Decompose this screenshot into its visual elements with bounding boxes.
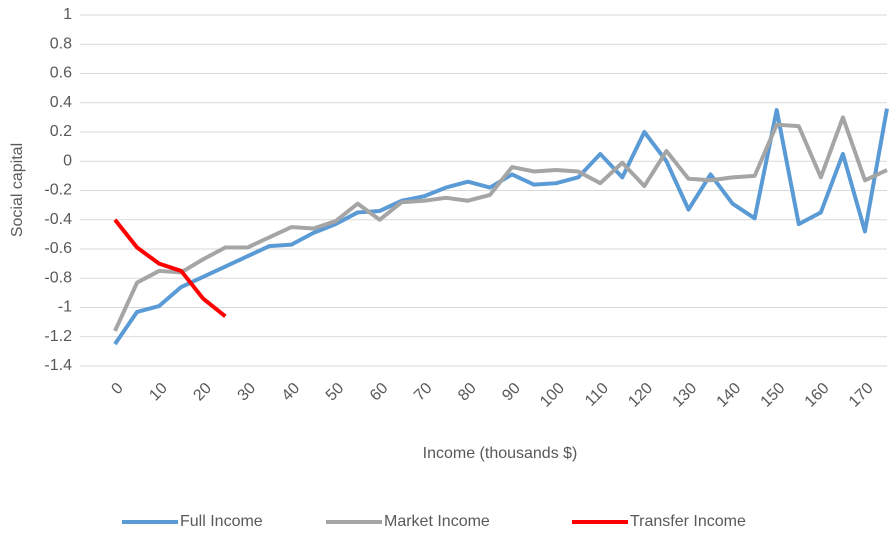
x-tick-label: 150 xyxy=(758,380,789,411)
series-line xyxy=(113,115,888,332)
y-tick-label: -1 xyxy=(58,299,72,316)
x-tick-label: 130 xyxy=(669,380,700,411)
series-line xyxy=(113,218,227,318)
x-tick-label: 30 xyxy=(235,380,260,405)
x-tick-label: 170 xyxy=(846,380,877,411)
x-tick-label: 110 xyxy=(582,380,612,410)
x-tick-label: 0 xyxy=(108,380,126,398)
x-tick-label: 160 xyxy=(802,380,833,411)
y-tick-label: -1.4 xyxy=(44,357,72,374)
y-tick-label: 0.6 xyxy=(50,65,72,82)
y-tick-label: -0.2 xyxy=(44,182,72,199)
x-axis-title: Income (thousands $) xyxy=(423,445,578,462)
x-tick-label: 90 xyxy=(499,380,524,405)
x-tick-label: 140 xyxy=(714,380,745,411)
y-tick-label: 0.8 xyxy=(50,35,72,52)
y-tick-label: -1.2 xyxy=(44,328,72,345)
y-tick-label: -0.8 xyxy=(44,269,72,286)
x-tick-label: 50 xyxy=(323,380,348,405)
y-tick-label: 0.4 xyxy=(50,94,72,111)
x-tick-label: 100 xyxy=(537,380,568,411)
series-line xyxy=(113,108,889,346)
y-tick-label: 0 xyxy=(63,152,72,169)
x-tick-label: 60 xyxy=(367,380,392,405)
x-tick-label: 70 xyxy=(411,380,436,405)
legend-label: Market Income xyxy=(384,513,490,530)
y-axis-title: Social capital xyxy=(9,143,26,237)
y-tick-label: -0.6 xyxy=(44,240,72,257)
y-tick-label: 1 xyxy=(63,6,72,23)
legend-label: Full Income xyxy=(180,513,263,530)
y-tick-label: 0.2 xyxy=(50,123,72,140)
y-tick-label: -0.4 xyxy=(44,211,72,228)
x-tick-label: 120 xyxy=(625,380,656,411)
x-tick-label: 20 xyxy=(190,380,215,405)
x-tick-label: 40 xyxy=(279,380,304,405)
legend-label: Transfer Income xyxy=(630,513,746,530)
x-tick-label: 80 xyxy=(455,380,480,405)
x-tick-label: 10 xyxy=(146,380,171,405)
